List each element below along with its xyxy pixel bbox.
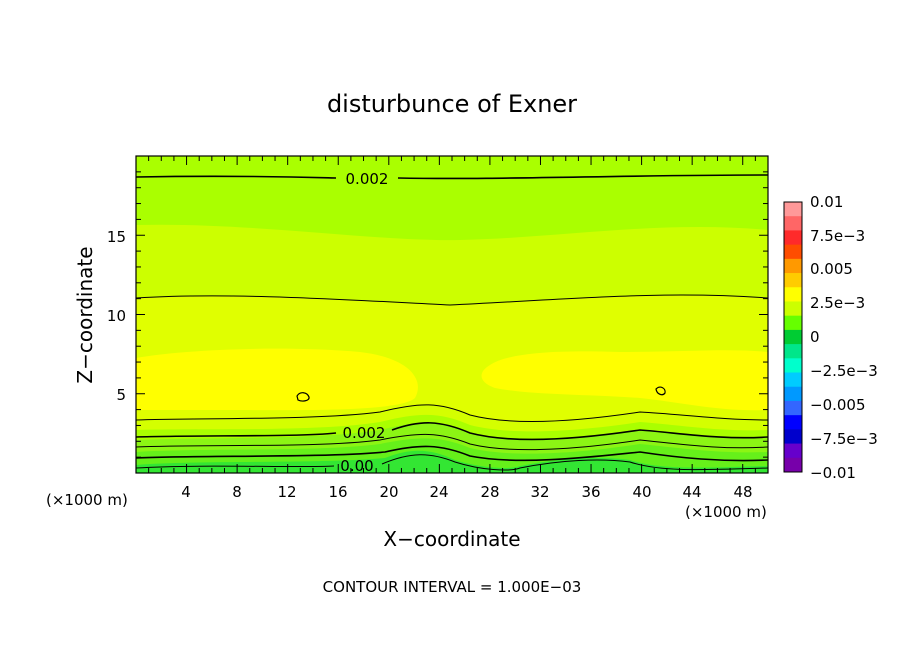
- contour-label-mid: 0.002: [343, 424, 386, 442]
- colorbar-label: 2.5e−3: [810, 294, 865, 312]
- x-tick-label: 8: [232, 483, 242, 501]
- contour-line-mid: [136, 294, 768, 306]
- colorbar-label: −0.01: [810, 464, 856, 482]
- contour-line-zero: [136, 454, 768, 471]
- colorbar-label: −2.5e−3: [810, 362, 878, 380]
- colorbar-swatch: [784, 216, 802, 231]
- x-tick-label: 4: [181, 483, 191, 501]
- colorbar-swatch: [784, 415, 802, 430]
- contour-line-low-3: [136, 433, 768, 451]
- x-unit-right: (×1000 m): [685, 503, 767, 521]
- contour-lines: [136, 174, 768, 471]
- colorbar-label: −0.005: [810, 396, 866, 414]
- colorbar-label: 7.5e−3: [810, 227, 865, 245]
- x-tick-label: 24: [429, 483, 448, 501]
- colorbar-swatch: [784, 230, 802, 246]
- x-tick-label: 44: [682, 483, 701, 501]
- contour-line-low-4: [136, 445, 768, 462]
- contour-line-low-1: [136, 404, 768, 422]
- contour-loop-right: [655, 386, 666, 396]
- colorbar-swatch: [784, 273, 802, 288]
- y-tick-label: 10: [107, 307, 126, 325]
- colorbar: [784, 202, 802, 473]
- colorbar-swatch: [784, 258, 802, 274]
- x-tick-label: 32: [530, 483, 549, 501]
- colorbar-swatch: [784, 372, 802, 388]
- x-tick-labels: 4 8 12 16 20 24 28 32 36 40 44 48: [181, 483, 752, 501]
- contour-interval-footer: CONTOUR INTERVAL = 1.000E−03: [323, 578, 582, 596]
- band-yellow-right: [481, 350, 768, 411]
- y-tick-label: 15: [107, 228, 126, 246]
- contour-loop-left: [296, 392, 310, 402]
- colorbar-swatch: [784, 443, 802, 459]
- colorbar-label: 0: [810, 328, 820, 346]
- colorbar-frame: [783, 201, 803, 473]
- colorbar-swatch: [784, 400, 802, 416]
- x-tick-label: 40: [632, 483, 651, 501]
- colorbar-swatch: [784, 315, 802, 331]
- chart-title: disturbunce of Exner: [327, 90, 577, 118]
- colorbar-swatch: [784, 386, 802, 402]
- y-tick-labels: 5 10 15: [107, 228, 126, 404]
- x-tick-label: 36: [581, 483, 600, 501]
- axis-ticks: [136, 156, 768, 473]
- colorbar-swatch: [784, 329, 802, 345]
- colorbar-swatch: [784, 358, 802, 374]
- colorbar-swatch: [784, 344, 802, 359]
- colorbar-tick-labels: 0.01 7.5e−3 0.005 2.5e−3 0 −2.5e−3 −0.00…: [810, 193, 878, 482]
- band-bottom-green: [136, 450, 768, 473]
- contour-fill-area: [136, 156, 768, 473]
- colorbar-swatch: [784, 301, 802, 317]
- band-yellow-left: [136, 348, 418, 411]
- contour-line-upper: [136, 174, 768, 180]
- colorbar-label: −7.5e−3: [810, 430, 878, 448]
- contour-label-upper: 0.002: [346, 170, 389, 188]
- x-tick-label: 20: [379, 483, 398, 501]
- x-tick-label: 48: [733, 483, 752, 501]
- y-axis-label: Z−coordinate: [73, 246, 97, 383]
- colorbar-swatch: [784, 244, 802, 260]
- x-unit-left: (×1000 m): [46, 491, 128, 509]
- y-tick-label: 5: [116, 386, 126, 404]
- contour-label-bottom: 0.00: [340, 457, 373, 475]
- x-tick-label: 16: [328, 483, 347, 501]
- x-axis-label: X−coordinate: [383, 527, 520, 551]
- colorbar-swatch: [784, 287, 802, 302]
- colorbar-label: 0.01: [810, 193, 843, 211]
- x-tick-label: 28: [480, 483, 499, 501]
- colorbar-swatch: [784, 457, 802, 473]
- colorbar-swatch: [784, 429, 802, 445]
- colorbar-swatch: [784, 202, 802, 217]
- contour-line-low-2: [136, 422, 768, 441]
- colorbar-label: 0.005: [810, 260, 853, 278]
- x-tick-label: 12: [277, 483, 296, 501]
